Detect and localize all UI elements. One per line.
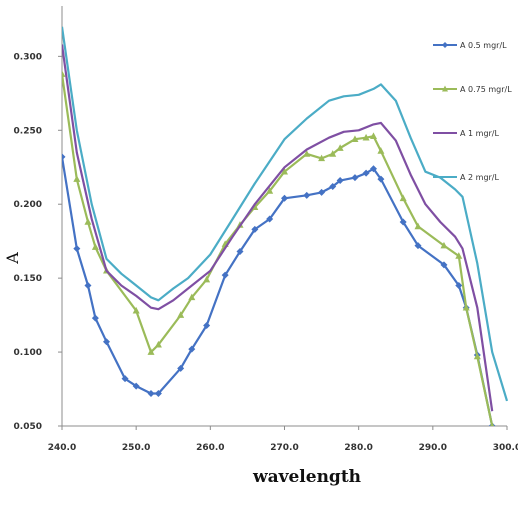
- data-point: [73, 175, 81, 182]
- legend-item: A 2 mgr/L: [433, 173, 500, 182]
- y-tick-label: 0.200: [14, 200, 42, 210]
- data-point: [462, 303, 470, 311]
- y-axis-title: A: [3, 252, 22, 265]
- data-point: [329, 182, 337, 190]
- data-point: [336, 144, 344, 151]
- data-point: [318, 154, 326, 162]
- data-point: [62, 70, 66, 77]
- data-point: [73, 245, 81, 253]
- legend-item: A 0.75 mgr/L: [433, 85, 512, 94]
- data-point: [188, 293, 196, 301]
- data-point: [177, 364, 185, 372]
- data-point: [121, 375, 129, 383]
- data-point: [103, 338, 110, 346]
- y-tick-label: 0.150: [14, 274, 42, 284]
- data-point: [154, 389, 162, 397]
- legend-label: A 0.5 mgr/L: [460, 41, 507, 50]
- data-point: [91, 243, 99, 250]
- data-point: [336, 177, 344, 185]
- y-tick-label: 0.250: [14, 126, 42, 136]
- x-axis-title: wavelength: [252, 467, 361, 487]
- x-tick-label: 240.0: [48, 443, 76, 453]
- data-point: [399, 194, 407, 202]
- data-point: [132, 382, 140, 390]
- series-line: [62, 44, 494, 412]
- legend-item: A 1 mgr/L: [433, 129, 500, 138]
- data-point: [440, 261, 448, 269]
- series-1: [62, 153, 496, 426]
- legend-label: A 2 mgr/L: [460, 173, 500, 182]
- data-point: [251, 225, 259, 233]
- data-point: [132, 306, 140, 314]
- data-point: [473, 352, 481, 360]
- data-point: [303, 150, 311, 157]
- data-point: [455, 282, 463, 290]
- series-group: [62, 26, 509, 426]
- x-tick-label: 250.0: [122, 443, 150, 453]
- data-point: [303, 191, 311, 199]
- data-point: [370, 132, 377, 139]
- data-point: [281, 167, 288, 175]
- legend-marker: [442, 42, 448, 48]
- data-point: [318, 188, 326, 196]
- data-point: [177, 311, 185, 318]
- x-tick-label: 290.0: [419, 443, 447, 453]
- legend-item: A 0.5 mgr/L: [433, 41, 507, 50]
- data-point: [266, 215, 274, 223]
- series-line: [62, 26, 509, 402]
- data-point: [236, 248, 244, 256]
- x-tick-label: 300.0: [493, 443, 518, 453]
- legend: A 0.5 mgr/L A 0.75 mgr/L A 1 mgr/L A 2 mgr/…: [433, 41, 512, 182]
- data-point: [362, 133, 370, 141]
- series-4: [62, 26, 509, 402]
- data-point: [147, 389, 155, 397]
- data-point: [377, 175, 385, 183]
- y-tick-label: 0.100: [14, 348, 42, 358]
- data-point: [399, 218, 407, 226]
- data-point: [203, 321, 211, 329]
- legend-marker: [442, 85, 448, 92]
- data-point: [203, 275, 211, 283]
- data-point: [188, 345, 196, 353]
- data-point: [147, 348, 155, 355]
- legend-label: A 1 mgr/L: [460, 129, 500, 138]
- data-point: [84, 282, 92, 290]
- data-point: [414, 242, 422, 250]
- legend-label: A 0.75 mgr/L: [460, 85, 512, 94]
- y-tick-label: 0.300: [14, 52, 42, 62]
- data-point: [490, 422, 495, 426]
- series-3: [62, 44, 494, 412]
- data-point: [362, 169, 370, 177]
- data-point: [91, 314, 99, 322]
- data-point: [154, 340, 162, 348]
- data-point: [455, 252, 463, 259]
- data-point: [221, 271, 229, 279]
- data-point: [266, 187, 274, 194]
- x-tick-label: 270.0: [270, 443, 298, 453]
- data-point: [370, 165, 377, 173]
- data-point: [62, 153, 66, 161]
- x-tick-label: 260.0: [196, 443, 224, 453]
- data-point: [440, 241, 448, 249]
- data-point: [414, 222, 422, 230]
- data-point: [377, 147, 385, 154]
- data-point: [351, 174, 359, 182]
- data-point: [329, 150, 337, 157]
- y-tick-label: 0.050: [14, 422, 42, 432]
- data-point: [84, 218, 92, 225]
- x-tick-label: 280.0: [344, 443, 372, 453]
- data-point: [351, 135, 359, 142]
- data-point: [281, 194, 288, 202]
- series-2: [62, 70, 495, 426]
